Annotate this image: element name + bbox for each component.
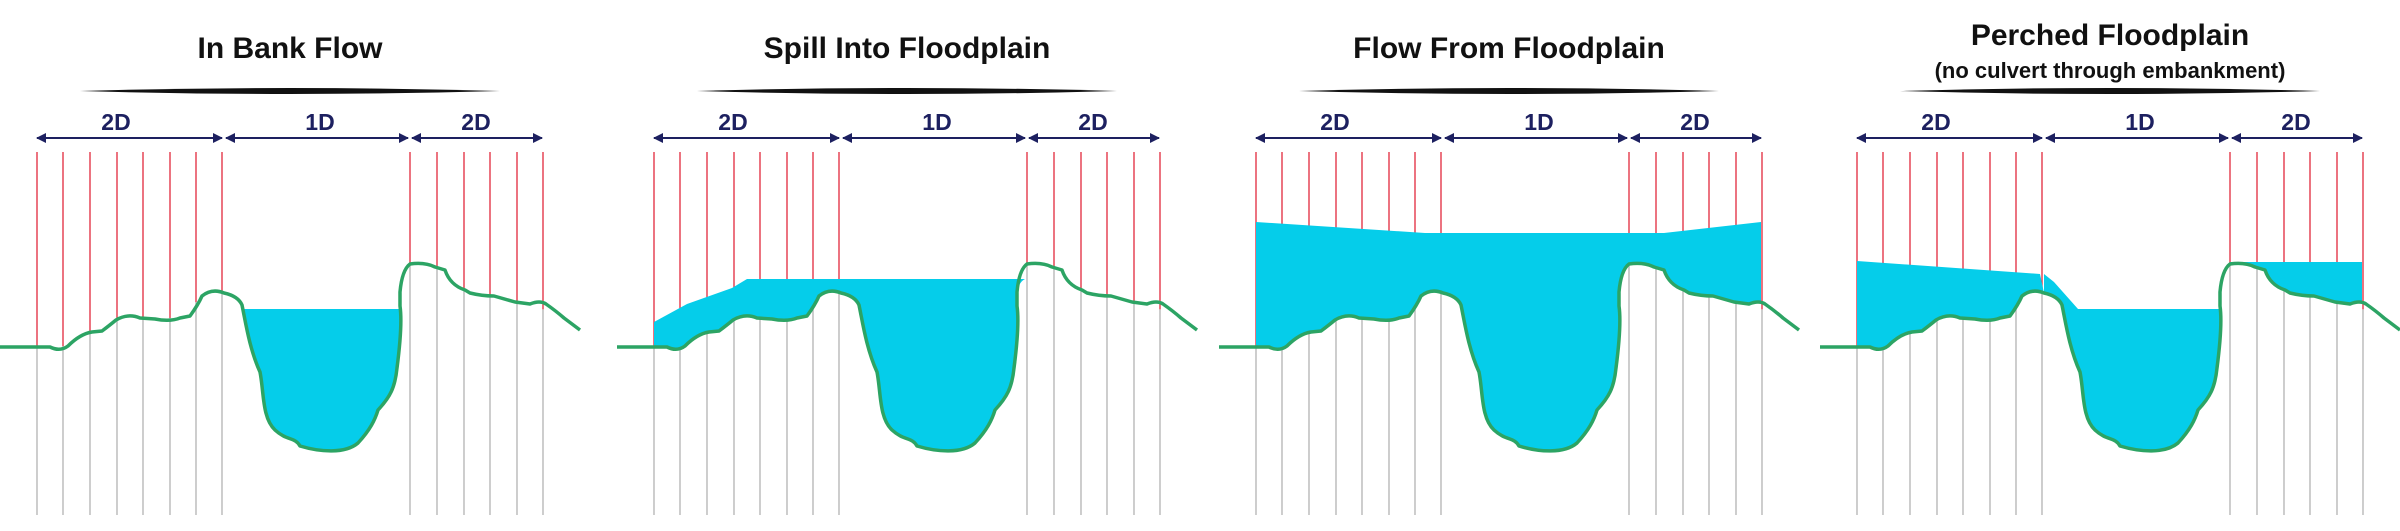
title-underline bbox=[1900, 88, 2320, 94]
label-2d-left: 2D bbox=[1921, 109, 1950, 135]
label-1d-middle: 1D bbox=[2125, 109, 2154, 135]
panel-subtitle: (no culvert through embankment) bbox=[1935, 58, 2286, 83]
panel-spill-into-floodplain: Spill Into Floodplain 2D 1D 2D bbox=[617, 32, 1199, 515]
water-area bbox=[243, 309, 401, 451]
label-1d-middle: 1D bbox=[922, 109, 951, 135]
title-underline bbox=[697, 88, 1117, 94]
label-1d-middle: 1D bbox=[305, 109, 334, 135]
water-area bbox=[1256, 222, 1761, 451]
label-2d-left: 2D bbox=[718, 109, 747, 135]
water-area bbox=[1857, 261, 2044, 350]
label-2d-left: 2D bbox=[1320, 109, 1349, 135]
label-2d-right: 2D bbox=[1078, 109, 1107, 135]
ground-profile bbox=[617, 261, 1199, 453]
water-area bbox=[654, 279, 1025, 451]
title-underline bbox=[1299, 88, 1719, 94]
label-2d-right: 2D bbox=[2281, 109, 2310, 135]
panel-title: Perched Floodplain bbox=[1971, 19, 2249, 52]
water-area-3 bbox=[2230, 262, 2362, 304]
label-2d-right: 2D bbox=[1680, 109, 1709, 135]
title-underline bbox=[80, 88, 500, 94]
ground-profile bbox=[0, 261, 582, 453]
panel-flow-from-floodplain: Flow From Floodplain 2D 1D 2D bbox=[1219, 32, 1801, 515]
cross-section-lines bbox=[36, 152, 544, 515]
ground-profile bbox=[1820, 261, 2400, 453]
water-area-2 bbox=[2063, 309, 2221, 451]
panel-title: Spill Into Floodplain bbox=[764, 32, 1051, 65]
label-2d-right: 2D bbox=[461, 109, 490, 135]
panel-perched-floodplain: Perched Floodplain (no culvert through e… bbox=[1820, 19, 2400, 515]
water-area-4 bbox=[2044, 274, 2078, 309]
panel-title: Flow From Floodplain bbox=[1353, 32, 1665, 65]
panel-title: In Bank Flow bbox=[197, 32, 383, 65]
ground-profile bbox=[1219, 261, 1801, 453]
label-1d-middle: 1D bbox=[1524, 109, 1553, 135]
panel-in-bank-flow: In Bank Flow 2D 1D 2D bbox=[0, 32, 582, 515]
label-2d-left: 2D bbox=[101, 109, 130, 135]
